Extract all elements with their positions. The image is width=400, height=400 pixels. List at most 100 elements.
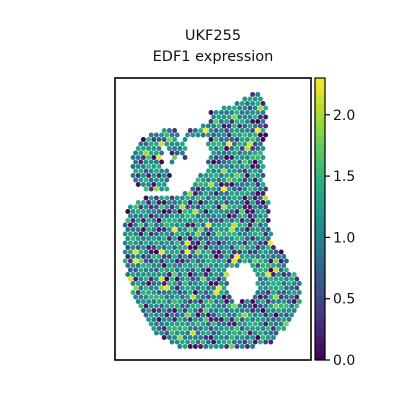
expression-spot	[231, 339, 237, 345]
expression-spot	[213, 272, 219, 277]
expression-spot	[239, 326, 245, 331]
expression-spot	[213, 263, 219, 268]
expression-spot	[276, 317, 282, 322]
expression-spot	[185, 285, 191, 291]
expression-spot	[224, 254, 230, 259]
expression-spot	[156, 137, 162, 142]
expression-spot	[250, 173, 256, 178]
expression-spot	[140, 272, 146, 277]
expression-spot	[198, 191, 204, 196]
expression-spot	[169, 141, 175, 147]
expression-spot	[257, 321, 263, 327]
expression-spot	[143, 267, 149, 273]
expression-spot	[151, 218, 157, 223]
expression-spot	[221, 267, 227, 273]
expression-spot	[148, 249, 154, 255]
expression-spot	[239, 128, 245, 133]
expression-spot	[250, 227, 256, 232]
expression-spot	[164, 276, 170, 282]
expression-spot	[140, 209, 146, 214]
expression-spot	[146, 146, 152, 151]
expression-spot	[218, 263, 224, 268]
expression-spot	[265, 272, 271, 277]
expression-spot	[164, 240, 170, 246]
expression-spot	[257, 276, 263, 282]
expression-spot	[218, 164, 224, 169]
expression-spot	[200, 195, 206, 201]
expression-spot	[195, 321, 201, 327]
expression-spot	[122, 249, 128, 255]
expression-spot	[216, 312, 222, 318]
expression-spot	[148, 258, 154, 264]
expression-spot	[205, 159, 211, 165]
expression-spot	[203, 272, 209, 277]
expression-spot	[151, 182, 157, 187]
expression-spot	[234, 209, 240, 214]
expression-spot	[205, 195, 211, 201]
expression-spot	[164, 294, 170, 300]
expression-spot	[252, 159, 258, 165]
expression-spot	[231, 258, 237, 264]
expression-spot	[179, 222, 185, 228]
expression-spot	[174, 204, 180, 210]
expression-spot	[156, 146, 162, 151]
expression-spot	[247, 186, 253, 192]
expression-spot	[224, 119, 230, 124]
expression-spot	[174, 150, 180, 156]
expression-spot	[133, 150, 139, 156]
expression-spot	[138, 222, 144, 228]
expression-spot	[208, 173, 214, 178]
expression-spot	[239, 227, 245, 232]
expression-spot	[231, 195, 237, 201]
expression-spot	[127, 222, 133, 228]
expression-spot	[159, 159, 165, 165]
expression-spot	[166, 245, 172, 250]
expression-spot	[260, 290, 266, 295]
expression-spot	[177, 263, 183, 268]
expression-spot	[151, 308, 157, 313]
expression-spot	[166, 209, 172, 214]
expression-spot	[187, 335, 193, 340]
expression-spot	[146, 245, 152, 250]
expression-spot	[257, 114, 263, 120]
expression-spot	[263, 339, 269, 345]
expression-spot	[192, 245, 198, 250]
expression-spot	[257, 294, 263, 300]
expression-spot	[255, 299, 261, 304]
expression-spot	[255, 263, 261, 268]
expression-spot	[198, 299, 204, 304]
expression-spot	[218, 110, 224, 115]
expression-spot	[156, 263, 162, 268]
expression-spot	[260, 326, 266, 331]
expression-spot	[244, 164, 250, 169]
expression-spot	[260, 164, 266, 169]
expression-spot	[263, 231, 269, 237]
expression-spot	[138, 303, 144, 309]
expression-spot	[260, 209, 266, 214]
expression-spot	[130, 164, 136, 169]
expression-spot	[169, 132, 175, 138]
expression-spot	[252, 330, 258, 336]
expression-spot	[242, 186, 248, 192]
expression-spot	[231, 330, 237, 336]
expression-spot	[174, 141, 180, 147]
expression-spot	[286, 290, 292, 295]
colorbar-tick-label: 0.5	[333, 292, 355, 308]
expression-spot	[268, 276, 274, 282]
expression-spot	[221, 276, 227, 282]
expression-spot	[229, 254, 235, 259]
expression-spot	[140, 155, 146, 160]
expression-spot	[161, 173, 167, 178]
expression-spot	[268, 294, 274, 300]
expression-spot	[179, 204, 185, 210]
expression-spot	[239, 191, 245, 196]
expression-spot	[127, 258, 133, 264]
expression-spot	[156, 281, 162, 286]
expression-spot	[265, 299, 271, 304]
expression-spot	[250, 344, 256, 349]
expression-spot	[255, 236, 261, 241]
expression-spot	[216, 141, 222, 147]
expression-spot	[213, 137, 219, 142]
expression-spot	[208, 119, 214, 124]
expression-spot	[244, 254, 250, 259]
